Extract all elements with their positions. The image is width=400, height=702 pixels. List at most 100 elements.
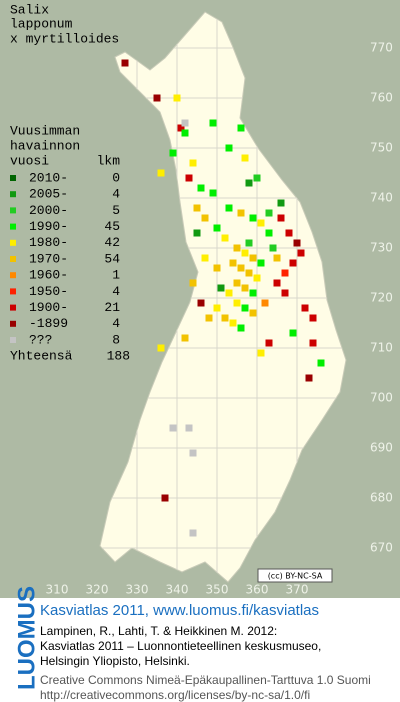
record <box>257 259 265 267</box>
record <box>225 289 233 297</box>
record <box>265 229 273 237</box>
record <box>201 214 209 222</box>
record <box>293 239 301 247</box>
legend-label: ??? <box>29 332 52 347</box>
citation: Kasviatlas 2011 – Luonnontieteellinen ke… <box>40 639 321 653</box>
x-tick-label: 330 <box>126 583 149 597</box>
record <box>213 264 221 272</box>
legend-header: Vuusimman <box>10 123 80 138</box>
legend-swatch <box>10 288 16 295</box>
legend-swatch <box>10 337 16 343</box>
record <box>241 284 249 292</box>
record <box>237 124 245 132</box>
record <box>181 119 189 127</box>
record <box>297 249 305 257</box>
legend-count: 8 <box>112 332 120 347</box>
record <box>309 314 317 322</box>
legend-swatch <box>10 207 16 214</box>
total-label: Yhteensä <box>10 349 73 364</box>
record <box>261 299 269 307</box>
record <box>249 214 257 222</box>
license-badge: (cc) BY-NC-SA <box>268 572 323 581</box>
record <box>185 424 193 432</box>
legend-count: 1 <box>112 268 120 283</box>
legend-label: 1950- <box>29 284 68 299</box>
record <box>273 279 281 287</box>
record <box>213 304 221 312</box>
legend-count: 42 <box>104 235 120 250</box>
legend-swatch <box>10 223 16 230</box>
record <box>245 239 253 247</box>
record <box>265 209 273 217</box>
legend-swatch <box>10 175 16 181</box>
x-tick-label: 370 <box>286 583 309 597</box>
record <box>169 424 177 432</box>
y-tick-label: 730 <box>370 241 393 255</box>
legend-count: 0 <box>112 170 120 185</box>
y-tick-label: 670 <box>370 541 393 555</box>
record <box>249 309 257 317</box>
footer-heading: Kasviatlas 2011, www.luomus.fi/kasviatla… <box>40 602 319 619</box>
record <box>209 189 217 197</box>
record <box>197 184 205 192</box>
license-badge-box <box>257 568 333 583</box>
y-tick-label: 680 <box>370 491 393 505</box>
record <box>185 174 193 182</box>
record <box>317 359 325 367</box>
legend-label: 1900- <box>29 300 68 315</box>
record <box>237 264 245 272</box>
record <box>189 449 197 457</box>
legend-swatch <box>10 304 16 311</box>
legend: 2010- 0 2005- 4 2000- 5 1990- 45 1980- 42 1970- 54 1… <box>10 170 130 364</box>
record <box>309 339 317 347</box>
legend-label: 2005- <box>29 187 68 202</box>
record <box>189 159 197 167</box>
record <box>277 214 285 222</box>
record <box>225 144 233 152</box>
record <box>241 154 249 162</box>
record <box>221 234 229 242</box>
record <box>229 259 237 267</box>
record <box>245 179 253 187</box>
record <box>189 279 197 287</box>
x-tick-label: 360 <box>246 583 269 597</box>
license: http://creativecommons.org/licenses/by-n… <box>40 688 310 702</box>
record <box>121 59 129 67</box>
total-count: 188 <box>107 349 130 364</box>
legend-count: 21 <box>104 300 120 315</box>
legend-label: 2010- <box>29 170 68 185</box>
record <box>189 529 197 537</box>
legend-count-header: lkm <box>97 153 121 168</box>
x-tick-label: 320 <box>86 583 109 597</box>
record <box>193 204 201 212</box>
legend-swatch <box>10 256 16 262</box>
record <box>285 229 293 237</box>
legend-label: 2000- <box>29 203 68 218</box>
legend-label: 1990- <box>29 219 68 234</box>
record <box>253 174 261 182</box>
record <box>213 224 221 232</box>
y-tick-label: 770 <box>370 41 393 55</box>
records <box>121 59 325 537</box>
record <box>273 254 281 262</box>
record <box>281 289 289 297</box>
y-tick-label: 710 <box>370 341 393 355</box>
footer-bg <box>0 598 400 702</box>
title: lapponum <box>10 16 73 31</box>
y-tick-label: 740 <box>370 191 393 205</box>
legend-swatch <box>10 239 16 246</box>
legend-header: havainnon <box>10 138 80 153</box>
y-tick-label: 720 <box>370 291 393 305</box>
record <box>153 94 161 102</box>
record <box>157 344 165 352</box>
record <box>281 269 289 277</box>
record <box>181 129 189 137</box>
record <box>193 229 201 237</box>
record <box>217 284 225 292</box>
legend-swatch <box>10 320 16 327</box>
title: x myrtilloides <box>10 31 119 46</box>
record <box>277 199 285 207</box>
record <box>265 339 273 347</box>
